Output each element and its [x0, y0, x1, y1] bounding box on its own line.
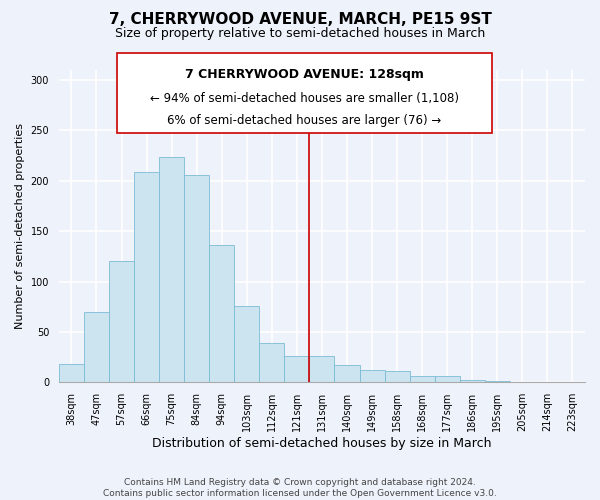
Bar	[109, 262, 134, 382]
Bar	[159, 156, 184, 382]
Text: 7 CHERRYWOOD AVENUE: 128sqm: 7 CHERRYWOOD AVENUE: 128sqm	[185, 68, 424, 82]
Text: Size of property relative to semi-detached houses in March: Size of property relative to semi-detach…	[115, 28, 485, 40]
Bar	[184, 175, 209, 382]
Text: ← 94% of semi-detached houses are smaller (1,108): ← 94% of semi-detached houses are smalle…	[150, 92, 459, 106]
Text: Contains HM Land Registry data © Crown copyright and database right 2024.
Contai: Contains HM Land Registry data © Crown c…	[103, 478, 497, 498]
Bar	[359, 370, 385, 382]
Bar	[410, 376, 434, 382]
Bar	[59, 364, 84, 382]
Text: 7, CHERRYWOOD AVENUE, MARCH, PE15 9ST: 7, CHERRYWOOD AVENUE, MARCH, PE15 9ST	[109, 12, 491, 28]
Bar	[460, 380, 485, 382]
Bar	[334, 365, 359, 382]
Bar	[209, 246, 234, 382]
Y-axis label: Number of semi-detached properties: Number of semi-detached properties	[15, 123, 25, 329]
Text: 6% of semi-detached houses are larger (76) →: 6% of semi-detached houses are larger (7…	[167, 114, 442, 127]
Bar	[310, 356, 334, 382]
Bar	[234, 306, 259, 382]
Bar	[259, 343, 284, 382]
Bar	[284, 356, 310, 382]
Bar	[385, 372, 410, 382]
Bar	[434, 376, 460, 382]
Bar	[84, 312, 109, 382]
X-axis label: Distribution of semi-detached houses by size in March: Distribution of semi-detached houses by …	[152, 437, 492, 450]
Bar	[134, 172, 159, 382]
